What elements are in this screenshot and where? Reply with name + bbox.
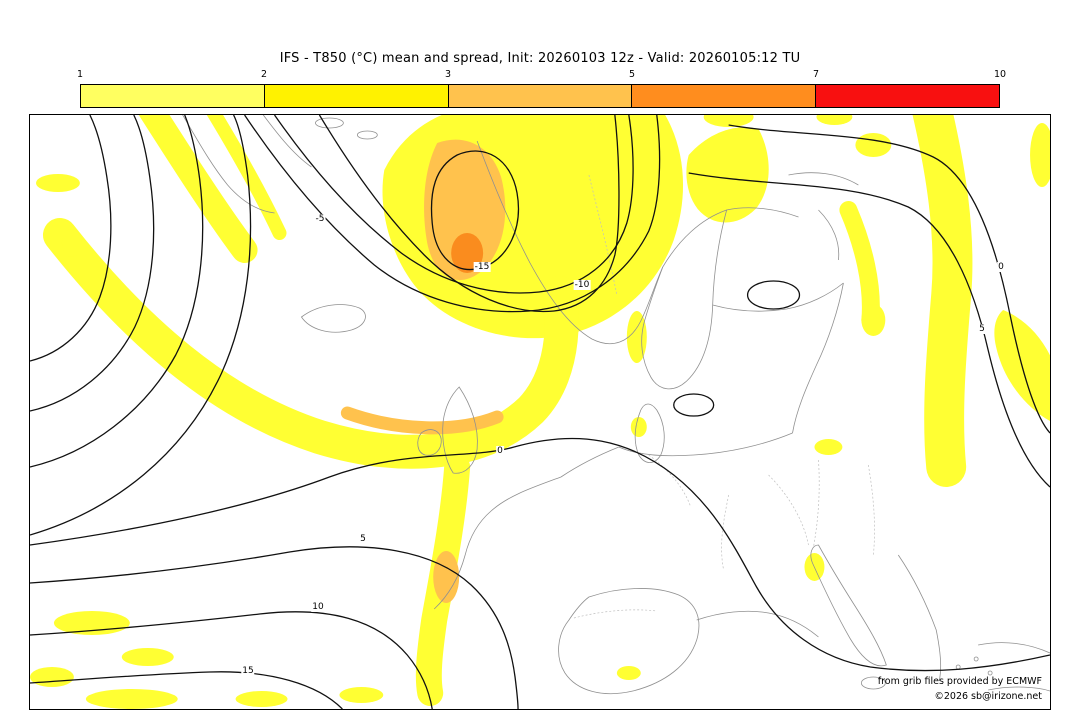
attribution: from grib files provided by ECMWF ©2026 … [878, 674, 1042, 704]
colorbar-tick-label: 3 [444, 69, 452, 80]
spread-orange-region [424, 139, 506, 281]
coastline-layer [182, 115, 1050, 695]
colorbar-segment [632, 85, 817, 107]
colorbar-segment [264, 85, 449, 107]
map-canvas [30, 115, 1050, 709]
colorbar-tick-label: 2 [260, 69, 268, 80]
weather-map: -5 -10 -15 0 5 10 15 5 0 from grib files provide… [29, 114, 1051, 710]
country-borders-layer [573, 174, 875, 619]
page-title: IFS - T850 (°C) mean and spread, Init: 2… [279, 51, 801, 66]
attribution-line-2: ©2026 sb@irizone.net [934, 691, 1042, 702]
attribution-line-1: from grib files provided by ECMWF [877, 676, 1042, 687]
colorbar-tick-label: 1 [76, 69, 84, 80]
colorbar-segment [81, 85, 265, 107]
colorbar-ticks: 1 2 3 5 7 10 [76, 69, 1006, 81]
colorbar-segment [448, 85, 633, 107]
colorbar-tick-label: 5 [628, 69, 636, 80]
colorbar-segment [816, 85, 999, 107]
contour-layer [30, 115, 1050, 709]
spread-shading-layer [30, 115, 1050, 709]
colorbar-tick-label: 7 [812, 69, 820, 80]
colorbar-tick-label: 10 [993, 69, 1007, 80]
colorbar [80, 84, 1000, 108]
